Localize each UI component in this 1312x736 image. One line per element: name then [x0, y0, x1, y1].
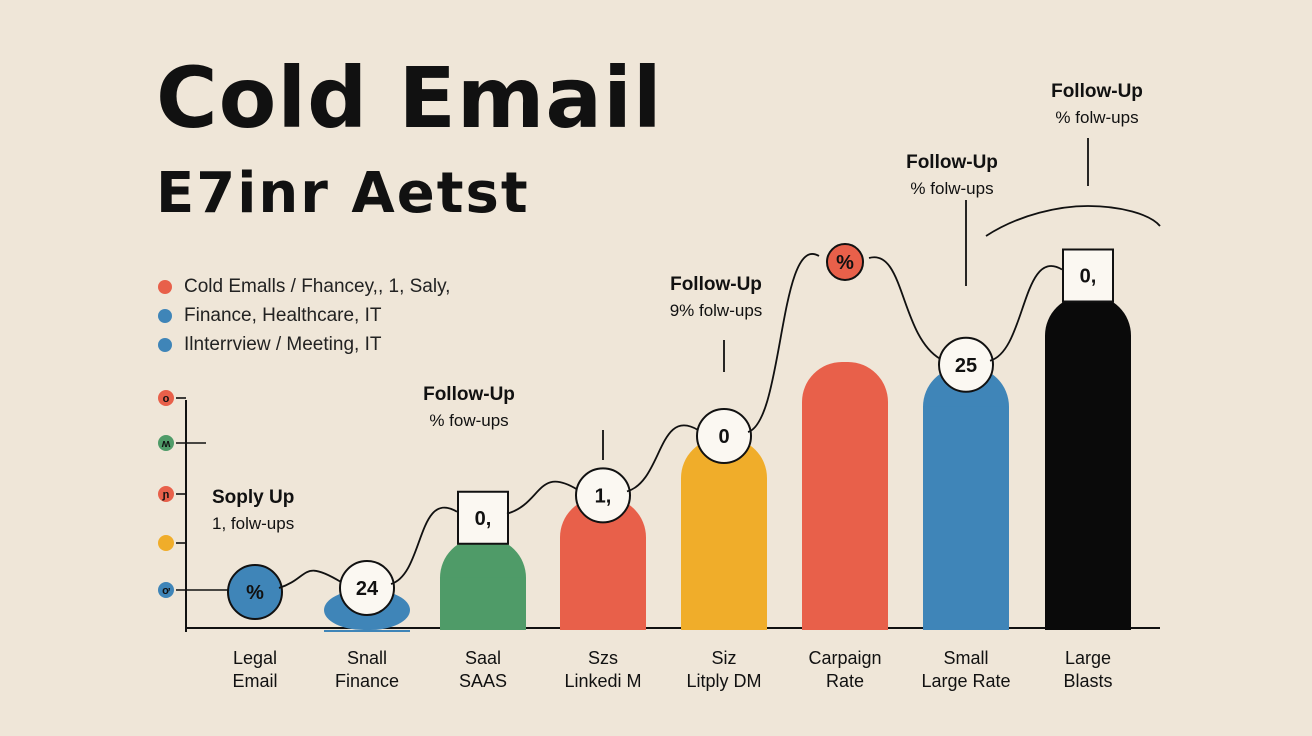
value-badge — [826, 243, 864, 281]
x-tick-label: Email — [232, 671, 277, 691]
y-marker-dot-icon — [158, 535, 174, 551]
value-badge — [1062, 248, 1114, 303]
x-tick-label: Small — [943, 648, 988, 668]
value-badge-label: 0, — [475, 508, 492, 530]
x-tick-label: Carpaign — [808, 648, 881, 668]
trend-connector — [989, 265, 1063, 362]
legend-item: Ilnterrview / Meeting, IT — [158, 330, 450, 359]
bar-body — [560, 537, 646, 630]
y-marker-dot-icon — [158, 390, 174, 406]
trend-connector — [985, 205, 1161, 237]
x-tick-label: Large — [1065, 648, 1111, 668]
legend-dot-icon — [158, 337, 172, 352]
value-badge-label: 0 — [718, 426, 729, 448]
bar-body — [1045, 335, 1131, 630]
chart-subtitle: E7inr Aetst — [156, 161, 530, 226]
y-marker-label: ɲ — [162, 489, 170, 501]
value-badge — [457, 490, 509, 545]
legend-item: Finance, Healthcare, IT — [158, 301, 450, 330]
y-marker-label: ʍ — [161, 438, 171, 450]
x-tick-label: Blasts — [1063, 671, 1112, 691]
legend: Cold Emalls / Fhancey,, 1, Saly, Finance… — [158, 272, 450, 359]
trend-connector — [868, 256, 941, 360]
bar-body — [324, 630, 410, 632]
x-tick-label: Litply DM — [686, 671, 761, 691]
annotation-title: Follow-Up — [906, 152, 998, 173]
annotation-subtitle: % folw-ups — [910, 179, 993, 198]
x-tick-label: Siz — [711, 648, 736, 668]
annotation-title: Soply Up — [212, 487, 294, 508]
value-badge-label: 24 — [356, 578, 379, 600]
annotation-title: Follow-Up — [423, 384, 515, 405]
legend-label: Cold Emalls / Fhancey,, 1, Saly, — [184, 275, 451, 297]
bar-body — [440, 577, 526, 630]
value-badge-label: 25 — [955, 355, 977, 377]
x-tick-label: Large Rate — [921, 671, 1010, 691]
legend-dot-icon — [158, 279, 172, 294]
value-badge — [938, 336, 994, 393]
x-tick-label: SAAS — [459, 671, 507, 691]
x-tick-label: Legal — [233, 648, 277, 668]
trend-connector — [278, 569, 342, 589]
legend-dot-icon — [158, 308, 172, 323]
value-badge-label: % — [836, 252, 854, 274]
y-marker-dot-icon — [158, 582, 174, 598]
legend-label: Ilnterrview / Meeting, IT — [184, 333, 382, 355]
bar-body — [923, 406, 1009, 630]
value-badge-label: 1, — [595, 485, 612, 507]
y-marker-dot-icon — [158, 435, 174, 451]
annotation-subtitle: 9% folw-ups — [670, 301, 763, 320]
x-tick-label: Szs — [588, 648, 618, 668]
bar-body — [802, 402, 888, 630]
annotation-title: Follow-Up — [670, 274, 762, 295]
value-badge — [227, 564, 283, 620]
x-tick-label: Snall — [347, 648, 387, 668]
y-marker-label: ơ — [162, 585, 170, 597]
legend-item: Cold Emalls / Fhancey,, 1, Saly, — [158, 272, 450, 301]
legend-label: Finance, Healthcare, IT — [184, 304, 382, 326]
x-tick-label: Rate — [826, 671, 864, 691]
bar-body — [681, 478, 767, 630]
value-badge-label: % — [246, 582, 264, 604]
trend-connector — [390, 506, 458, 585]
annotation-subtitle: % fow-ups — [429, 411, 508, 430]
y-marker-dot-icon — [158, 486, 174, 502]
annotation-title: Follow-Up — [1051, 81, 1143, 102]
annotation-subtitle: 1, folw-ups — [212, 514, 294, 533]
value-badge — [575, 467, 631, 524]
trend-connector — [506, 480, 578, 515]
x-tick-label: Linkedi M — [564, 671, 641, 691]
value-badge — [696, 408, 752, 464]
y-marker-label: o — [163, 393, 170, 405]
annotation-subtitle: % folw-ups — [1055, 108, 1138, 127]
trend-connector — [626, 424, 699, 493]
value-badge — [339, 560, 395, 616]
x-tick-label: Saal — [465, 648, 501, 668]
trend-connector — [747, 253, 820, 433]
x-tick-label: Finance — [335, 671, 399, 691]
chart-title: Cold Email — [156, 49, 663, 147]
value-badge-label: 0, — [1080, 266, 1097, 288]
